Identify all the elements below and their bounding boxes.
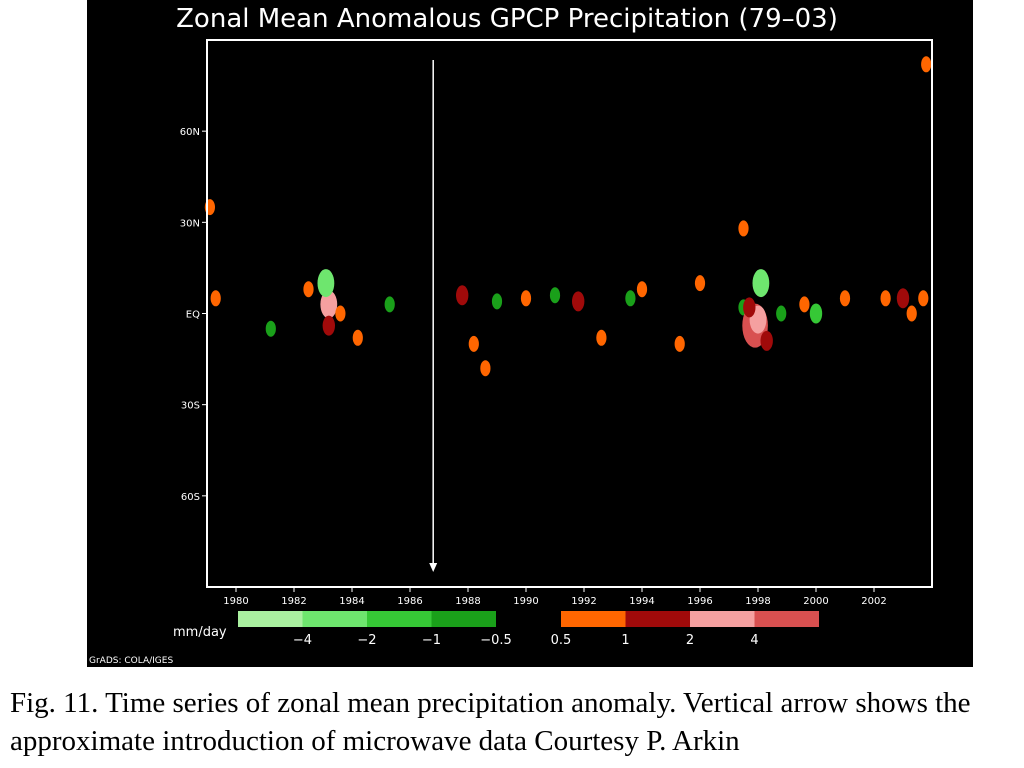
y-tick-label: 30N bbox=[180, 218, 200, 229]
colorbar-label: −1 bbox=[422, 633, 441, 648]
y-tick-label: EQ bbox=[186, 310, 200, 321]
anomaly-patch bbox=[776, 305, 787, 322]
colorbar-label: −2 bbox=[357, 633, 376, 648]
anomaly-patch bbox=[625, 290, 636, 307]
anomaly-patch bbox=[921, 56, 932, 73]
chart-panel bbox=[87, 0, 973, 667]
precipitation-anomaly-chart: Zonal Mean Anomalous GPCP Precipitation … bbox=[89, 4, 933, 666]
anomaly-patch bbox=[265, 320, 276, 337]
colorbar-label: 4 bbox=[750, 633, 758, 648]
anomaly-patch bbox=[572, 291, 585, 312]
anomaly-patch bbox=[694, 275, 706, 292]
arrow-head bbox=[429, 563, 438, 572]
anomaly-patch bbox=[303, 281, 314, 298]
anomaly-patch bbox=[809, 303, 823, 324]
colorbar-swatch bbox=[367, 611, 432, 627]
anomaly-patch bbox=[799, 296, 810, 313]
x-tick-label: 1998 bbox=[745, 596, 770, 607]
anomaly-patch bbox=[880, 290, 891, 307]
anomaly-patch bbox=[520, 290, 532, 307]
anomaly-patch bbox=[752, 269, 770, 298]
x-tick-label: 1980 bbox=[223, 596, 248, 607]
anomaly-patch bbox=[906, 305, 917, 322]
y-tick-label: 30S bbox=[181, 401, 200, 412]
chart-title: Zonal Mean Anomalous GPCP Precipitation … bbox=[176, 4, 838, 34]
x-tick-label: 1992 bbox=[571, 596, 596, 607]
colorbar-swatch bbox=[238, 611, 303, 627]
anomaly-patch bbox=[549, 287, 561, 304]
colorbar-label: 2 bbox=[686, 633, 694, 648]
x-axis: 1980 1982 1984 1986 1988 1990 1992 1994 1996 1998… bbox=[223, 587, 887, 607]
figure-caption: Fig. 11. Time series of zonal mean preci… bbox=[10, 687, 971, 757]
anomaly-patch bbox=[352, 329, 363, 346]
x-tick-label: 1994 bbox=[629, 596, 654, 607]
credit-label: GrADS: COLA/IGES bbox=[89, 656, 173, 666]
anomaly-patch bbox=[480, 360, 491, 377]
x-tick-label: 1982 bbox=[281, 596, 306, 607]
y-tick-label: 60N bbox=[180, 127, 200, 138]
anomaly-patch bbox=[456, 285, 469, 306]
anomaly-patch bbox=[491, 293, 503, 310]
y-axis: 60N 30N EQ 30S 60S bbox=[180, 127, 207, 503]
anomaly-patch bbox=[335, 305, 346, 322]
x-tick-label: 1988 bbox=[455, 596, 480, 607]
colorbar-label: −0.5 bbox=[480, 633, 512, 648]
anomaly-patch bbox=[738, 220, 749, 237]
x-tick-label: 1990 bbox=[513, 596, 538, 607]
anomaly-patch bbox=[317, 269, 335, 298]
anomaly-patch bbox=[674, 335, 685, 352]
colorbar-swatch bbox=[690, 611, 755, 627]
anomaly-marks bbox=[204, 56, 932, 377]
colorbar-swatch bbox=[754, 611, 819, 627]
anomaly-patch bbox=[320, 290, 338, 319]
colorbar-swatch bbox=[302, 611, 367, 627]
colorbar-swatch bbox=[561, 611, 626, 627]
colorbar-legend: −4 −2 −1 −0.5 0.5 1 2 4 bbox=[238, 611, 819, 648]
x-tick-label: 2000 bbox=[803, 596, 828, 607]
x-tick-label: 1984 bbox=[339, 596, 364, 607]
microwave-arrow bbox=[429, 60, 438, 572]
x-tick-label: 2002 bbox=[861, 596, 886, 607]
plot-frame bbox=[206, 39, 933, 588]
anomaly-patch bbox=[468, 335, 479, 352]
anomaly-patch bbox=[596, 329, 607, 346]
anomaly-patch bbox=[210, 290, 221, 307]
anomaly-patch bbox=[839, 290, 851, 307]
x-tick-label: 1986 bbox=[397, 596, 422, 607]
anomaly-patch bbox=[322, 315, 335, 336]
colorbar-swatch bbox=[625, 611, 690, 627]
y-tick-label: 60S bbox=[181, 492, 200, 503]
anomaly-patch bbox=[760, 330, 773, 351]
colorbar-label: 0.5 bbox=[551, 633, 572, 648]
units-label: mm/day bbox=[173, 625, 227, 640]
anomaly-patch bbox=[896, 288, 910, 309]
anomaly-patch bbox=[743, 297, 756, 318]
anomaly-patch bbox=[384, 296, 395, 313]
anomaly-patch bbox=[918, 290, 929, 307]
colorbar-label: 1 bbox=[621, 633, 629, 648]
anomaly-patch bbox=[636, 281, 648, 298]
x-tick-label: 1996 bbox=[687, 596, 712, 607]
colorbar-label: −4 bbox=[293, 633, 312, 648]
colorbar-swatch bbox=[431, 611, 496, 627]
